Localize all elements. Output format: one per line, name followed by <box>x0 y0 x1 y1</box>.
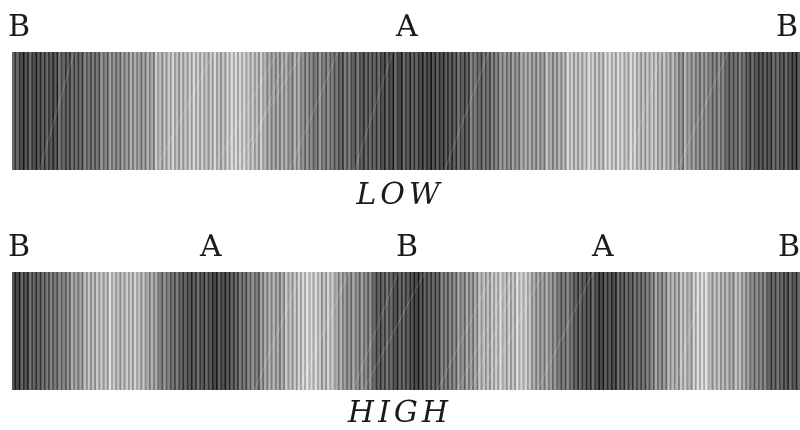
high-caption: HIGH <box>347 395 453 430</box>
low-frequency-bar-pattern <box>12 52 800 170</box>
high-marker-b-3: B <box>778 229 800 264</box>
high-frequency-bar-pattern <box>12 272 800 390</box>
high-marker-a-2: A <box>592 229 614 264</box>
low-marker-a-center: A <box>396 9 418 44</box>
low-marker-b-left: B <box>8 9 31 44</box>
low-caption: LOW <box>356 177 444 212</box>
high-marker-b-1: B <box>8 229 31 264</box>
high-marker-a-1: A <box>200 229 222 264</box>
high-marker-b-2: B <box>396 229 419 264</box>
low-marker-b-right: B <box>776 9 799 44</box>
